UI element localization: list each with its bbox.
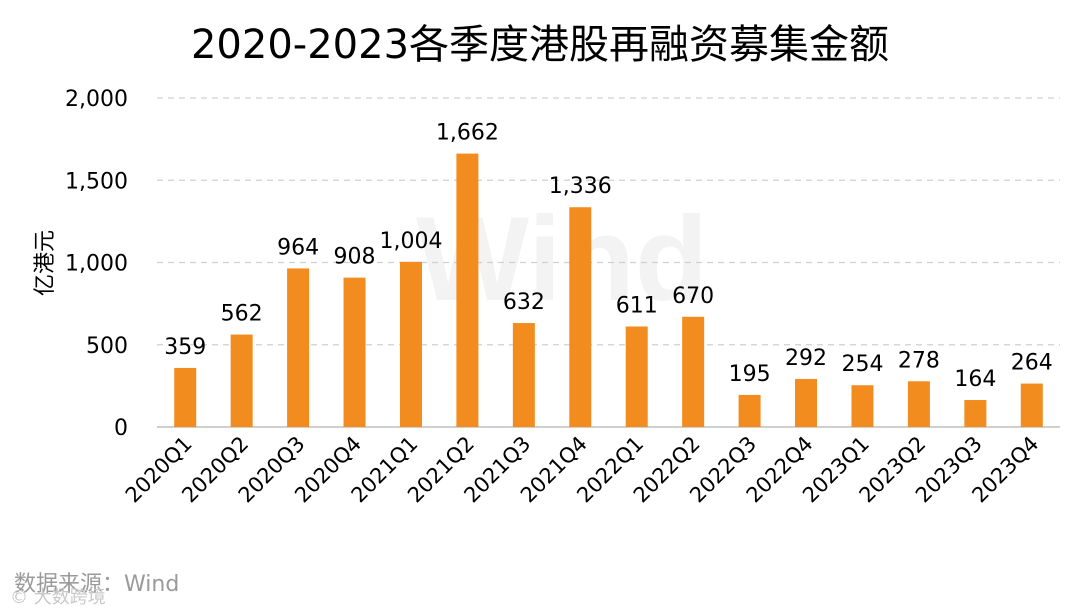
data-label: 264 xyxy=(1011,351,1053,376)
data-label: 278 xyxy=(898,348,940,373)
bar xyxy=(399,261,422,427)
data-label: 632 xyxy=(503,290,545,315)
data-label: 908 xyxy=(334,245,376,270)
x-tick-labels: 2020Q12020Q22020Q32020Q42021Q12021Q22021… xyxy=(121,432,1043,508)
y-tick-label: 1,000 xyxy=(65,252,128,277)
data-label: 670 xyxy=(672,284,714,309)
data-label: 964 xyxy=(277,235,319,260)
y-tick-label: 2,000 xyxy=(65,87,128,112)
y-axis-label: 亿港元 xyxy=(33,230,58,296)
bar xyxy=(682,316,705,427)
data-label: 1,004 xyxy=(379,229,442,254)
bar xyxy=(512,323,535,427)
bar xyxy=(569,207,592,427)
y-tick-label: 1,500 xyxy=(65,169,128,194)
data-label: 254 xyxy=(841,352,883,377)
y-tick-labels: 0 500 1,000 1,500 2,000 xyxy=(65,87,128,441)
bar xyxy=(1020,383,1043,427)
bar xyxy=(851,385,874,427)
bar xyxy=(907,381,930,427)
source-note: 数据来源：Wind xyxy=(14,572,180,597)
bars xyxy=(174,153,1043,427)
bar xyxy=(343,277,366,427)
data-label: 164 xyxy=(954,367,996,392)
bar xyxy=(174,367,197,427)
y-tick-label: 0 xyxy=(114,416,128,441)
data-label: 195 xyxy=(729,362,771,387)
bar xyxy=(795,378,818,427)
data-label: 611 xyxy=(616,293,658,318)
bar xyxy=(456,153,479,427)
y-tick-label: 500 xyxy=(86,334,128,359)
chart-title: 2020-2023各季度港股再融资募集金额 xyxy=(190,22,890,68)
bar xyxy=(625,326,648,427)
bar xyxy=(738,394,761,427)
data-label: 292 xyxy=(785,346,827,371)
data-label: 562 xyxy=(221,302,263,327)
data-label: 1,662 xyxy=(436,121,499,146)
bar xyxy=(964,400,987,427)
data-label: 359 xyxy=(164,335,206,360)
bar xyxy=(287,268,310,427)
corner-watermark: © 大数跨境 xyxy=(10,587,106,608)
bar xyxy=(230,334,253,427)
data-label: 1,336 xyxy=(549,174,612,199)
